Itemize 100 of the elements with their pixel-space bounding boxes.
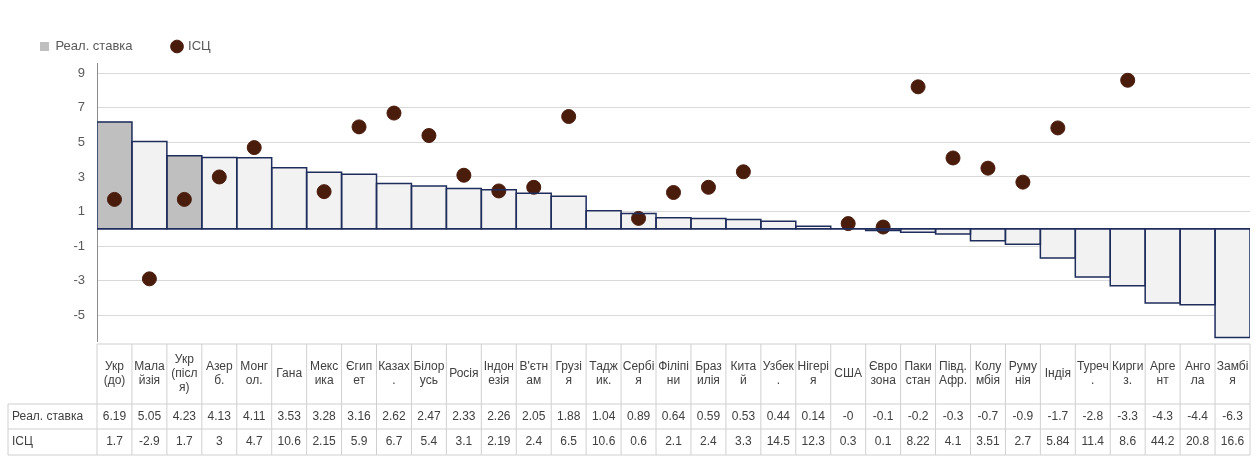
x-tick-label: Бразилія (695, 359, 723, 388)
text: ІСЦ (12, 434, 33, 449)
data-label: 8.22 (906, 434, 931, 449)
data-label: 6.7 (385, 434, 403, 449)
y-tick-label: 1 (77, 203, 85, 219)
x-tick-label: Ангола (1184, 359, 1211, 388)
data-label: 1.7 (106, 434, 124, 449)
x-tick-label: Гана (276, 366, 303, 381)
x-tick-label: США (834, 366, 863, 381)
x-tick-label: Туреч. (1076, 359, 1109, 388)
y-tick-label: 3 (77, 168, 85, 184)
legend-label: Реал. ставка (55, 38, 134, 54)
data-label: 0.59 (696, 408, 721, 423)
data-label: 3.51 (976, 434, 1000, 449)
x-tick-label: Росія (449, 366, 479, 381)
data-label: -2.8 (1082, 408, 1104, 423)
x-tick-label: Таджик. (589, 359, 618, 388)
data-label: 0.3 (839, 434, 857, 449)
y-tick-label: -5 (73, 306, 85, 322)
x-tick-label: Казах. (378, 359, 410, 388)
data-label: 0.14 (801, 408, 826, 423)
x-tick-label: Узбек. (762, 359, 795, 388)
x-tick-label: Укр (після) (171, 352, 198, 395)
x-tick-label: Румунія (1008, 359, 1038, 388)
data-label: 2.15 (312, 434, 337, 449)
y-tick-label: 5 (77, 134, 85, 150)
data-label: -1.7 (1047, 408, 1069, 423)
x-tick-label: Аргент (1149, 359, 1176, 388)
x-tick-label: Замбія (1216, 359, 1249, 388)
data-label: 1.04 (591, 408, 616, 423)
text: 12.3 (801, 434, 825, 449)
x-tick-label: Єгипет (345, 359, 373, 388)
data-label: 4.23 (172, 408, 197, 423)
x-tick-label: Монгол. (240, 359, 269, 388)
data-label: 2.62 (382, 408, 406, 423)
data-label: 0.44 (766, 408, 791, 423)
x-tick-label: Нігерія (797, 359, 829, 388)
data-label: 3.1 (455, 434, 473, 449)
data-label: -0.2 (907, 408, 929, 423)
data-label: 0.64 (661, 408, 686, 423)
data-label: -0.1 (872, 408, 894, 423)
text: 44.2 (1150, 434, 1175, 449)
text: Реал. ставка (12, 408, 84, 423)
data-label: 2.4 (700, 434, 718, 449)
data-label: 2.47 (417, 408, 441, 423)
data-label: 8.6 (1119, 434, 1137, 449)
x-tick-label: Сербія (622, 359, 655, 388)
data-label: 4.7 (245, 434, 263, 449)
data-label: 3.3 (735, 434, 753, 449)
x-tick-label: Колумбія (974, 359, 1002, 388)
y-tick-label: 7 (77, 99, 85, 115)
data-label: -0.3 (942, 408, 964, 423)
data-label: 3.16 (347, 408, 372, 423)
x-tick-label: Півд. Афр. (939, 359, 968, 388)
x-tick-label: Єврозона (868, 359, 898, 388)
data-label: 2.4 (525, 434, 543, 449)
data-label: 2.33 (452, 408, 476, 423)
x-tick-label: Індонезія (483, 359, 514, 388)
data-label: -0.7 (977, 408, 999, 423)
x-tick-label: Азерб. (205, 359, 233, 388)
data-label: 2.7 (1014, 434, 1032, 449)
y-tick-label: -1 (73, 237, 85, 253)
data-label: 5.4 (420, 434, 438, 449)
data-label: 0.53 (731, 408, 756, 423)
x-tick-label: Білорусь (413, 359, 445, 388)
x-tick-label: Індія (1044, 366, 1071, 381)
x-tick-label: Китай (730, 359, 757, 388)
data-label: -3.3 (1117, 408, 1139, 423)
y-tick-label: -3 (73, 272, 85, 288)
data-label: 0.1 (874, 434, 892, 449)
x-tick-label: Пакистан (904, 359, 932, 388)
x-tick-label: Мексика (310, 359, 339, 388)
data-label: 4.11 (242, 408, 266, 423)
text: 10.6 (277, 434, 301, 449)
data-label: 1.88 (557, 408, 581, 423)
data-label: 0.89 (626, 408, 651, 423)
text: 20.8 (1185, 434, 1210, 449)
data-label: 2.05 (522, 408, 546, 423)
data-label: -6.3 (1222, 408, 1244, 423)
x-tick-label: Киргиз. (1111, 359, 1144, 388)
data-label: 0.6 (630, 434, 648, 449)
data-label: -4.4 (1187, 408, 1209, 423)
data-label: 5.05 (137, 408, 162, 423)
data-label: 3 (215, 434, 223, 449)
data-label: 1.7 (176, 434, 194, 449)
text: 11.4 (1081, 434, 1105, 449)
x-tick-label: Філіпіни (658, 359, 689, 388)
data-label: 2.1 (665, 434, 683, 449)
data-label: 6.19 (102, 408, 127, 423)
x-tick-label: Грузія (555, 359, 582, 388)
x-tick-label: Малайзія (134, 359, 165, 388)
x-tick-label: Укр (до) (103, 359, 126, 388)
data-label: -0.9 (1012, 408, 1034, 423)
data-label: 6.5 (560, 434, 578, 449)
text: 14.5 (766, 434, 790, 449)
data-label: -2.9 (139, 434, 161, 449)
text: 16.6 (1220, 434, 1245, 449)
data-label: 5.84 (1046, 434, 1070, 449)
data-label: 5.9 (350, 434, 368, 449)
data-label: -0 (842, 408, 854, 423)
